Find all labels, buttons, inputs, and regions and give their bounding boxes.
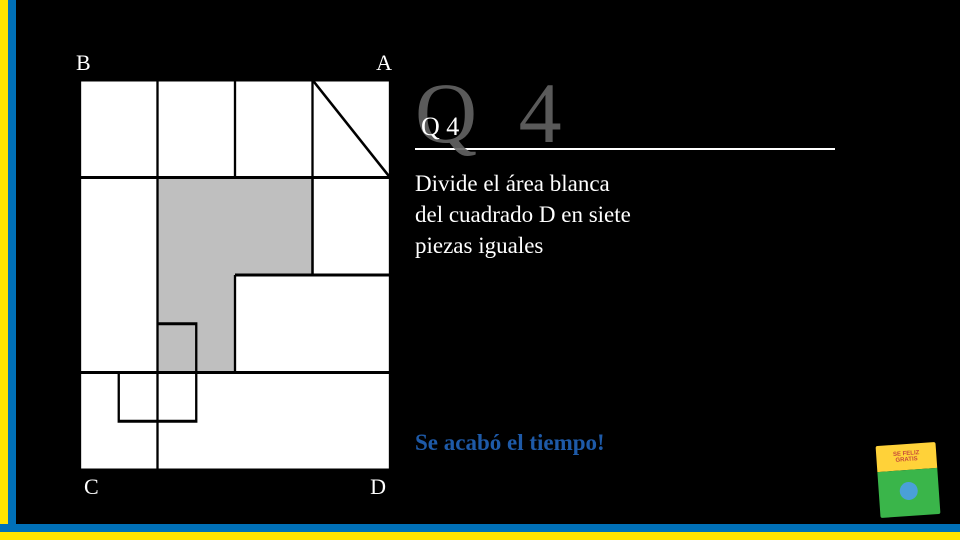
bottom-stripe-blue xyxy=(0,524,960,532)
instruction-line1: Divide el área blanca xyxy=(415,171,610,196)
instruction-line3: piezas iguales xyxy=(415,233,543,258)
question-header: Q 4 Q 4 xyxy=(415,58,835,150)
instruction-line2: del cuadrado D en siete xyxy=(415,202,631,227)
bottom-accent-stripes xyxy=(0,524,960,540)
book-dot xyxy=(899,481,918,500)
question-number: Q 4 xyxy=(421,112,459,142)
label-D: D xyxy=(370,474,386,500)
stripe-yellow xyxy=(0,0,8,540)
label-C: C xyxy=(84,474,99,500)
puzzle-svg xyxy=(80,80,390,470)
bottom-stripe-yellow xyxy=(0,532,960,540)
book-bottom xyxy=(877,468,940,518)
puzzle-diagram: B A C D xyxy=(80,80,390,470)
timeout-message: Se acabó el tiempo! xyxy=(415,430,605,456)
stripe-blue xyxy=(8,0,16,540)
question-text-column: Q 4 Q 4 Divide el área blanca del cuadra… xyxy=(415,58,835,261)
label-A: A xyxy=(376,50,392,76)
book-title: SE FELIZ GRATIS xyxy=(893,450,920,464)
label-B: B xyxy=(76,50,91,76)
left-accent-stripes xyxy=(0,0,16,540)
question-instruction: Divide el área blanca del cuadrado D en … xyxy=(415,168,715,261)
book-thumbnail: SE FELIZ GRATIS xyxy=(876,442,941,518)
